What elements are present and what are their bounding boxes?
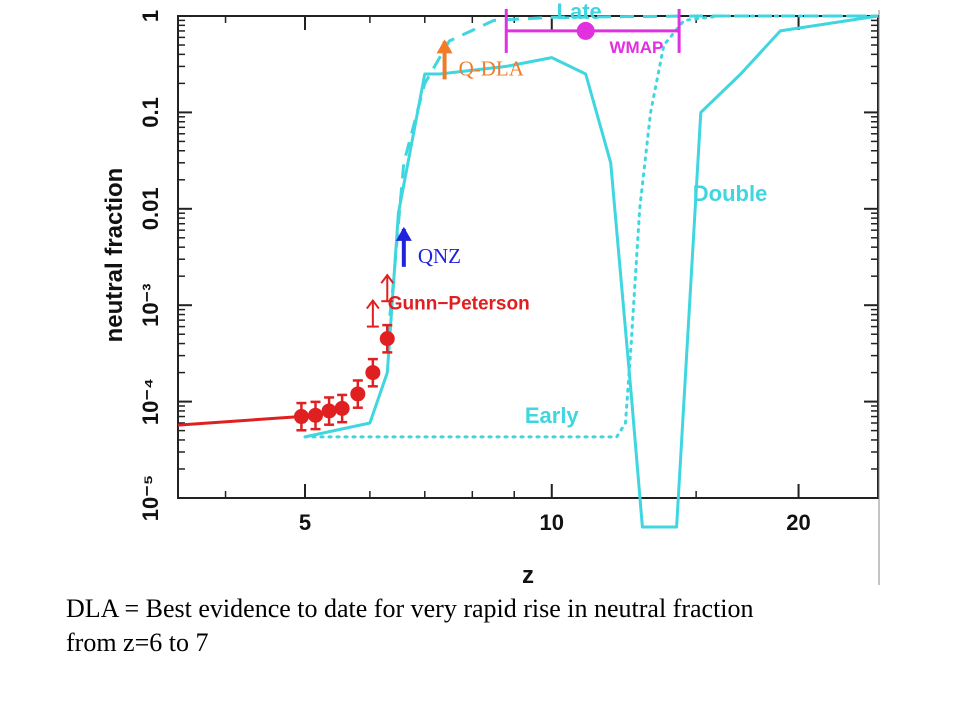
- annotation-gunn-peterson: Gunn−Peterson: [388, 294, 530, 315]
- y-axis-label: neutral fraction: [101, 168, 128, 343]
- wmap-label: WMAP: [609, 38, 663, 57]
- x-tick-label: 5: [299, 510, 311, 535]
- series-line-early: [303, 14, 880, 439]
- series-line-late: [385, 14, 878, 339]
- annotation-late: Late: [557, 0, 602, 24]
- gp-lower-limit-arrowhead: [366, 298, 380, 310]
- labels-group: z neutral fraction WMAP Late Double Early Gunn…: [101, 0, 767, 589]
- x-tick-label: 20: [786, 510, 810, 535]
- marks-group: [293, 8, 681, 432]
- gp-data-point: [293, 409, 309, 425]
- y-tick-label: 1: [138, 10, 163, 22]
- gp-lower-limit-arrowhead: [380, 273, 395, 284]
- y-tick-label: 0.1: [138, 97, 163, 128]
- gp-data-point: [334, 400, 350, 416]
- y-tick-label: 10⁻⁴: [138, 378, 163, 425]
- wmap-point: [576, 21, 595, 40]
- plot-frame: [177, 15, 879, 499]
- y-tick-label: 10⁻³: [138, 283, 163, 326]
- caption: DLA = Best evidence to date for very rap…: [66, 594, 754, 657]
- marker-label-q-dla: Q-DLA: [459, 56, 525, 80]
- gp-data-point: [379, 331, 395, 347]
- gp-data-point: [350, 386, 366, 402]
- x-tick-label: 10: [540, 510, 564, 535]
- y-tick-label: 0.01: [138, 187, 163, 230]
- marker-arrowhead-qnz: [395, 226, 412, 241]
- annotation-double: Double: [693, 181, 768, 206]
- marker-label-qnz: QNZ: [418, 244, 461, 268]
- gp-data-point: [365, 365, 381, 381]
- tick-group: 1 0.1 0.01 10⁻³ 10⁻⁴ 10⁻⁵ 5 10 20: [138, 10, 878, 535]
- marker-arrowhead-q-dla: [436, 39, 453, 54]
- series-group: [177, 14, 880, 529]
- gp-data-point: [321, 403, 337, 419]
- series-line-low-z-fit: [177, 415, 302, 427]
- x-axis-label: z: [522, 562, 534, 589]
- y-tick-label: 10⁻⁵: [138, 475, 163, 521]
- annotation-early: Early: [525, 403, 580, 428]
- series-line-double: [304, 14, 879, 529]
- gp-data-point: [308, 407, 324, 423]
